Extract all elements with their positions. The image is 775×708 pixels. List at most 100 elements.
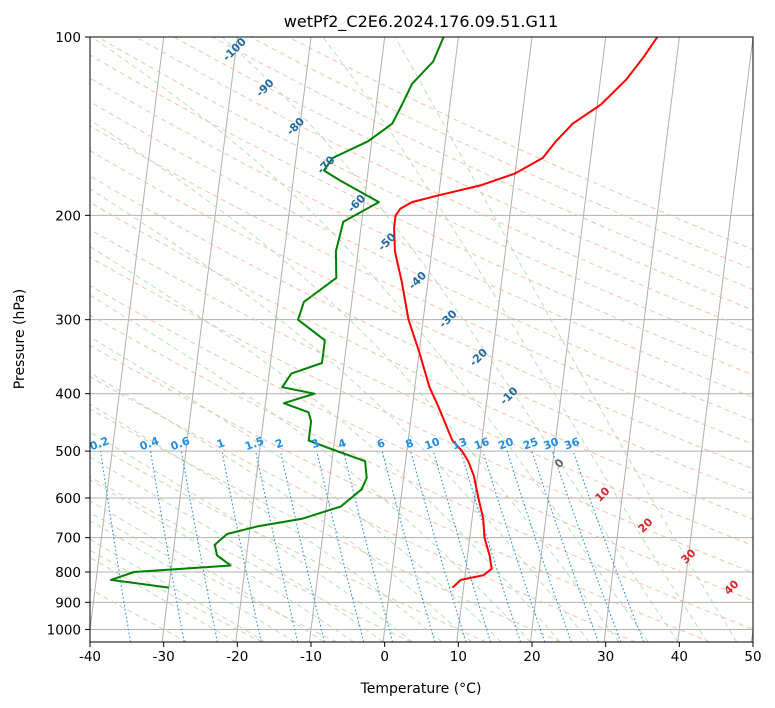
axis-ticks: -40 -30 -20 -10 0 10 20 30 40 5010009008007006005… <box>47 30 762 665</box>
mixing-ratio-label: 13 <box>450 435 469 452</box>
moist-adiabat-line <box>90 372 472 642</box>
dry-adiabat-line <box>90 125 753 445</box>
moist-adiabat-line <box>91 37 649 642</box>
dry-adiabat-label: -90 <box>253 76 276 99</box>
moist-adiabat-line <box>90 294 531 642</box>
isotherm-line <box>750 625 753 642</box>
x-tick-label: 0 <box>380 649 389 665</box>
x-tick-label: 20 <box>523 649 540 665</box>
moist-adiabat-label: 0 <box>552 456 567 471</box>
isotherm-line <box>677 37 753 642</box>
moist-adiabat-line <box>90 119 620 642</box>
dry-adiabat-line <box>90 54 753 376</box>
x-tick-label: -20 <box>226 649 248 665</box>
mixing-ratio-line <box>255 450 299 642</box>
mixing-ratio-label: 8 <box>404 436 416 451</box>
dry-adiabat-label: -80 <box>284 115 307 138</box>
mixing-ratio-line <box>381 450 436 642</box>
dry-adiabat-label: -40 <box>406 269 429 292</box>
dry-adiabat-line <box>90 408 562 642</box>
moist-adiabat-line <box>90 500 325 642</box>
mixing-ratio-line <box>572 450 645 642</box>
mixing-ratio-line <box>410 450 467 642</box>
mixing-ratio-line <box>316 450 365 642</box>
y-tick-label: 700 <box>55 531 81 547</box>
mixing-ratio-label: 3 <box>310 436 322 451</box>
x-tick-label: 40 <box>671 649 688 665</box>
mixing-ratio-label: 0.6 <box>169 434 192 453</box>
x-tick-label: 10 <box>450 649 467 665</box>
mixing-ratio-line <box>460 450 522 642</box>
dry-adiabat-line <box>90 376 636 642</box>
moist-adiabat-line <box>90 556 237 642</box>
moist-adiabat-line <box>90 188 590 642</box>
moist-adiabat-line <box>90 479 354 642</box>
isotherm-line <box>382 37 459 642</box>
mixing-ratio-label: 2 <box>273 436 285 451</box>
moist-adiabat-line <box>90 336 502 642</box>
dry-adiabat-label: -20 <box>467 346 490 369</box>
y-tick-label: 400 <box>55 387 81 403</box>
y-tick-label: 100 <box>55 30 81 46</box>
mixing-ratio-label: 0.2 <box>88 434 111 453</box>
mixing-ratio-line <box>551 450 622 642</box>
mixing-ratio-label: 1 <box>215 436 227 451</box>
mixing-ratio-label: 25 <box>521 435 540 452</box>
y-tick-label: 900 <box>55 595 81 611</box>
isotherm-line <box>603 37 680 642</box>
moist-adiabat-line <box>90 431 413 642</box>
data-series <box>109 37 659 589</box>
isotherm-line <box>235 37 312 642</box>
x-tick-label: -40 <box>79 649 101 665</box>
mixing-ratio-label: 0.4 <box>138 434 161 453</box>
mixing-ratio-label: 6 <box>375 436 387 451</box>
mixing-ratio-label: 20 <box>496 435 515 453</box>
dry-adiabat-line <box>135 37 753 332</box>
y-axis-label: Pressure (hPa) <box>12 289 28 389</box>
mixing-ratio-line <box>150 451 185 642</box>
y-tick-label: 1000 <box>47 622 81 638</box>
mixing-ratio-label: 16 <box>472 435 491 453</box>
dry-adiabat-line <box>90 549 263 642</box>
moist-adiabat-line <box>221 37 679 642</box>
isotherm-line <box>456 37 533 642</box>
y-tick-label: 200 <box>55 208 81 224</box>
moist-adiabat-line <box>90 403 443 642</box>
mixing-ratio-label: 4 <box>336 436 348 451</box>
dry-adiabat-line <box>90 441 487 642</box>
chart-title: wetPf2_C2E6.2024.176.09.51.G11 <box>284 12 558 32</box>
y-tick-label: 300 <box>55 313 81 329</box>
isotherm-line <box>90 37 165 634</box>
background-lines <box>90 37 753 642</box>
temperature-line <box>393 37 659 589</box>
moist-adiabat-line <box>90 246 561 642</box>
y-tick-label: 600 <box>55 491 81 507</box>
mixing-ratio-line <box>432 450 492 642</box>
dry-adiabat-line <box>90 512 337 642</box>
mixing-ratio-label: 1.5 <box>243 434 266 453</box>
dry-adiabat-line <box>90 344 711 642</box>
mixing-ratio-line <box>180 451 218 642</box>
mixing-ratio-line <box>482 450 546 642</box>
x-tick-label: 50 <box>744 649 761 665</box>
mixing-ratio-line <box>100 451 132 642</box>
dry-adiabat-line <box>90 101 753 422</box>
mixing-ratio-line <box>506 450 572 642</box>
mixing-ratio-label: 36 <box>562 435 581 453</box>
mixing-ratio-line <box>221 450 262 642</box>
moist-adiabat-line <box>394 37 738 642</box>
dry-adiabat-line <box>90 285 753 602</box>
dry-adiabat-line <box>211 37 753 291</box>
x-axis-label: Temperature (°C) <box>360 681 482 697</box>
dry-adiabat-line <box>90 476 412 642</box>
dewpoint-line <box>109 37 445 589</box>
x-tick-label: 30 <box>597 649 614 665</box>
y-tick-label: 800 <box>55 565 81 581</box>
mixing-ratio-line <box>279 450 326 642</box>
mixing-ratio-label: 10 <box>423 435 442 453</box>
plot-frame <box>89 36 754 643</box>
x-tick-label: -10 <box>300 649 322 665</box>
moist-adiabat-line <box>322 37 708 642</box>
isotherm-line <box>161 37 238 642</box>
